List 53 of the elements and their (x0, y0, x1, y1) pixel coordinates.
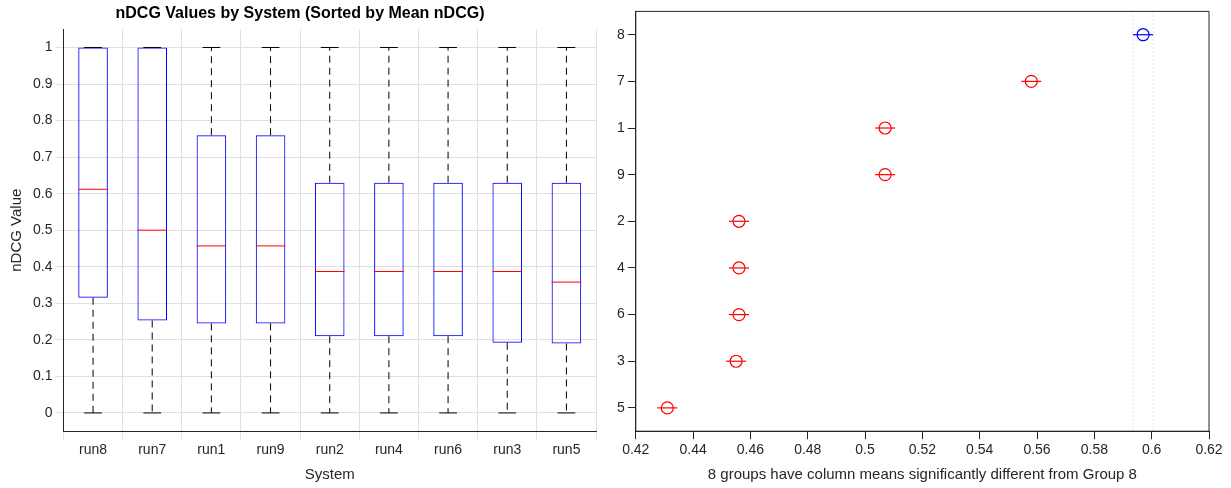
x-tick-label: 0.42 (622, 441, 650, 458)
y-tick-label: 1 (44, 38, 53, 55)
x-tick-label: run5 (552, 441, 581, 458)
y-tick-label: 3 (616, 352, 625, 369)
x-tick-label: run1 (197, 441, 226, 458)
y-tick-label: 6 (616, 305, 625, 322)
x-tick-label: 0.48 (794, 441, 822, 458)
y-tick-label: 0.2 (32, 330, 53, 347)
y-tick-label: 1 (616, 118, 625, 135)
x-tick-label: 0.5 (855, 441, 876, 458)
y-tick-label: 0.8 (32, 111, 53, 128)
x-tick-label: run9 (256, 441, 285, 458)
y-tick-label: 4 (616, 258, 625, 275)
x-axis-title: System (304, 465, 355, 483)
x-tick-label: 0.62 (1195, 441, 1223, 458)
chart-title: nDCG Values by System (Sorted by Mean nDCG) (115, 4, 485, 22)
x-tick-label: run8 (79, 441, 108, 458)
y-tick-label: 2 (616, 212, 625, 229)
y-tick-label: 0 (44, 403, 53, 420)
point (878, 121, 892, 135)
x-tick-label: run6 (434, 441, 463, 458)
x-tick-label: 0.54 (966, 441, 994, 458)
y-axis-title: nDCG Value (7, 188, 25, 272)
point (732, 261, 746, 275)
point (1136, 28, 1150, 42)
y-tick-label: 0.6 (32, 184, 53, 201)
y-tick-label: 5 (616, 398, 625, 415)
y-tick-label: 0.7 (32, 147, 53, 164)
y-tick-label: 8 (616, 25, 625, 42)
x-tick-label: 0.58 (1080, 441, 1109, 458)
y-tick-label: 0.5 (32, 221, 53, 238)
x-tick-label: 0.6 (1141, 441, 1162, 458)
x-axis-title: 8 groups have column means significantly different from Group 8 (707, 465, 1137, 483)
x-tick-label: 0.52 (908, 441, 937, 458)
y-tick-label: 0.4 (32, 257, 53, 274)
y-tick-label: 9 (616, 165, 625, 182)
point (878, 168, 892, 182)
y-tick-label: 0.9 (32, 74, 53, 91)
y-tick-label: 0.3 (32, 294, 53, 311)
y-tick-label: 7 (616, 72, 625, 89)
point (732, 214, 746, 228)
x-tick-label: run4 (374, 441, 404, 458)
x-tick-label: run2 (315, 441, 344, 458)
x-tick-label: run3 (493, 441, 522, 458)
point (729, 354, 743, 368)
point (1024, 74, 1038, 88)
x-tick-label: run7 (138, 441, 167, 458)
point (660, 401, 674, 415)
x-tick-label: 0.44 (679, 441, 707, 458)
point (732, 307, 746, 322)
x-tick-label: 0.56 (1023, 441, 1051, 458)
y-tick-label: 0.1 (32, 367, 53, 384)
x-tick-label: 0.46 (736, 441, 765, 458)
